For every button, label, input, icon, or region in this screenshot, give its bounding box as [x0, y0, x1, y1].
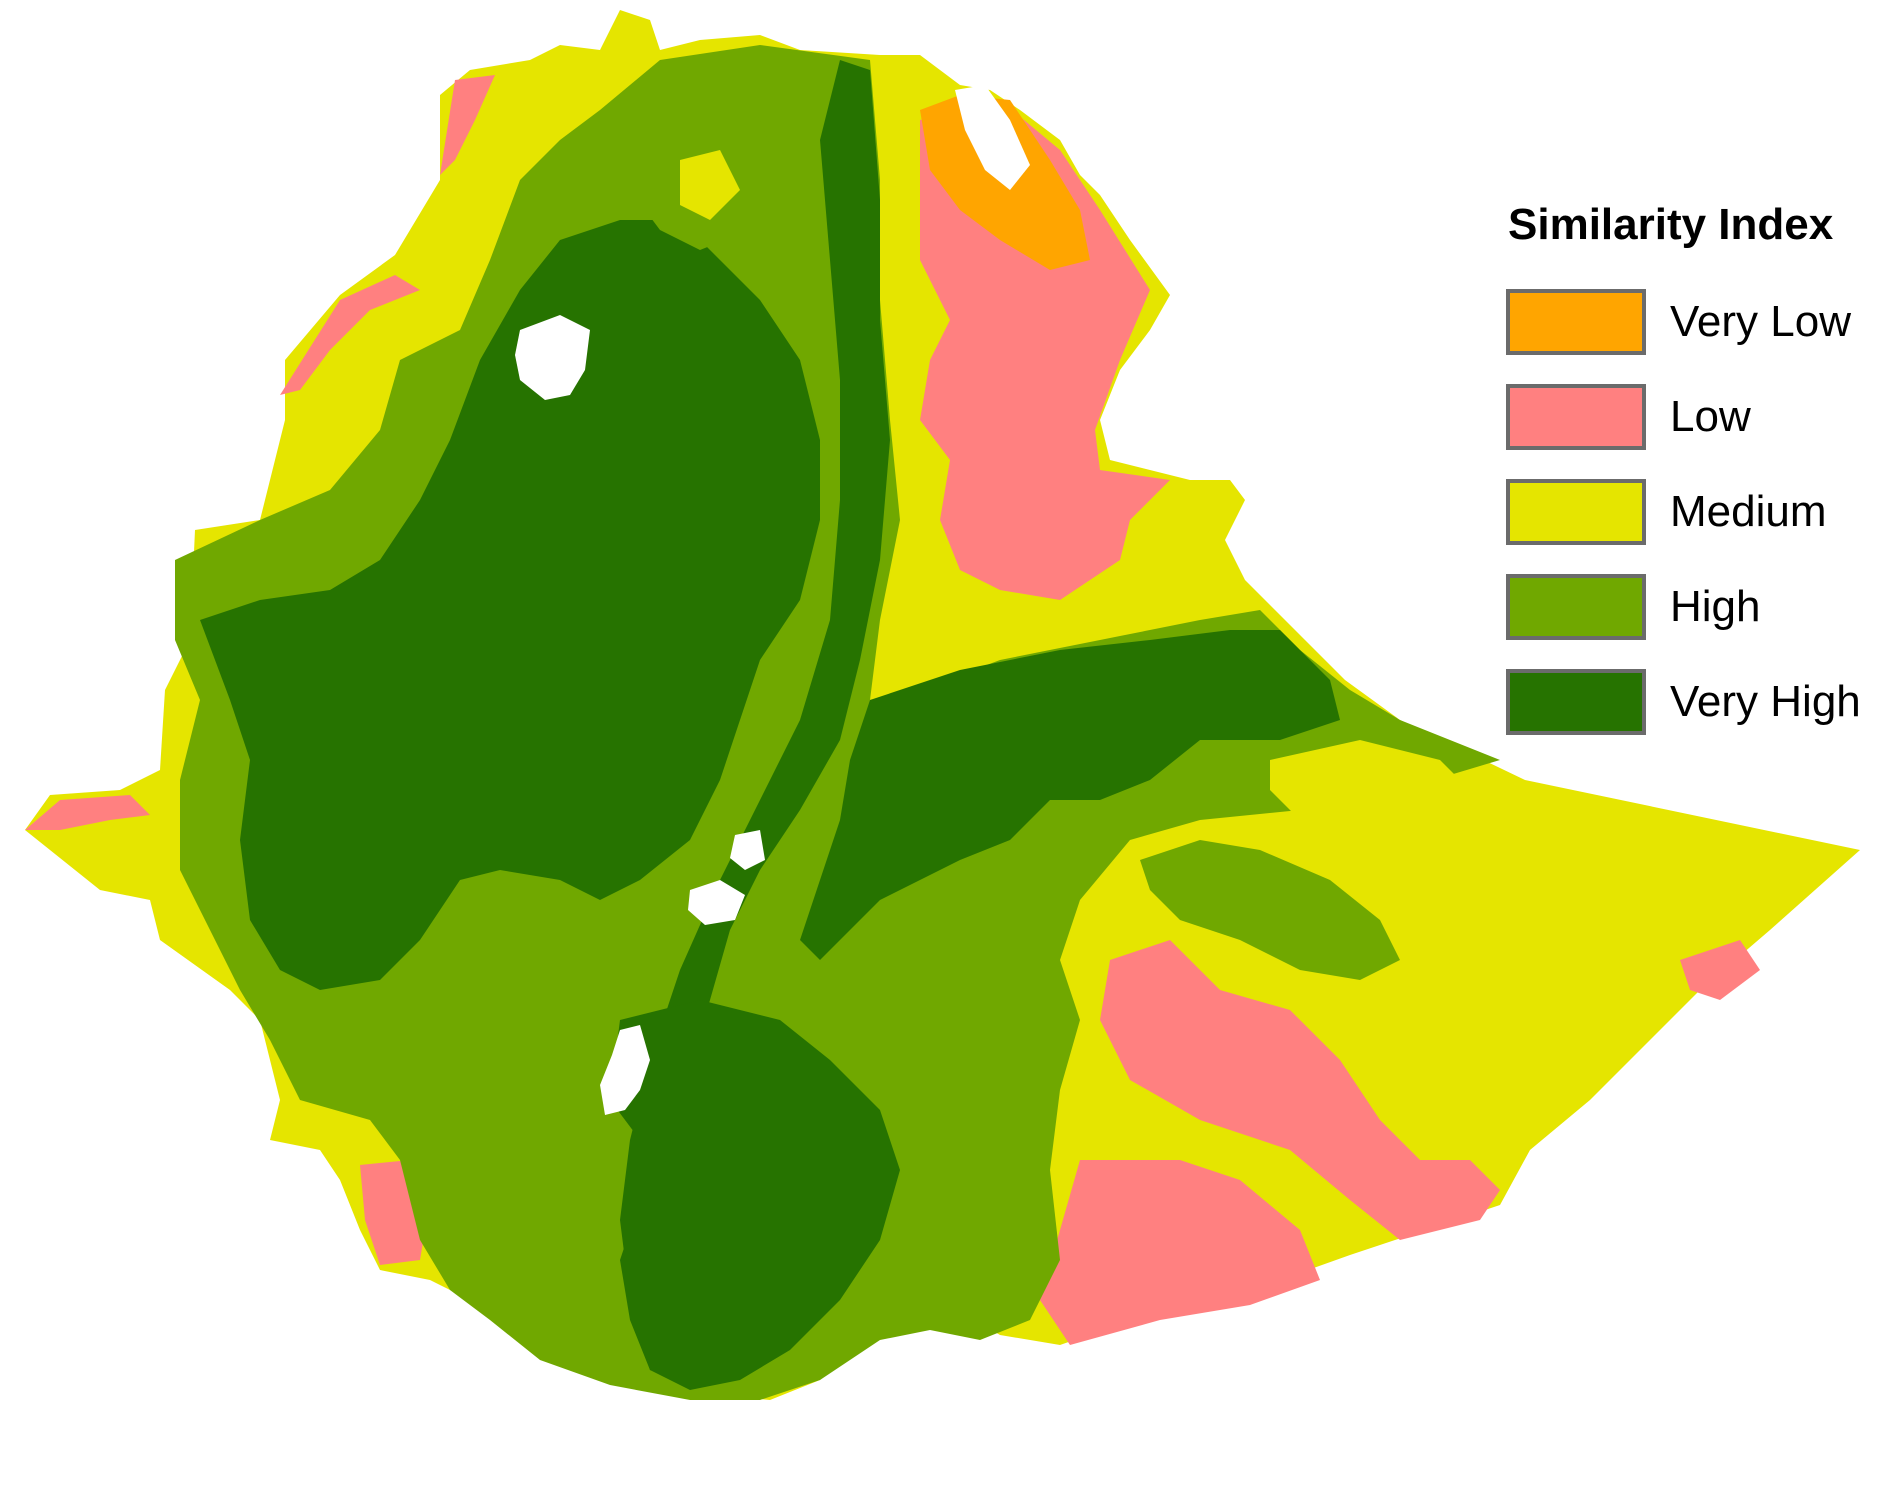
legend-label-medium: Medium [1670, 486, 1827, 536]
legend-swatch-low [1506, 383, 1646, 450]
low-patch-south-center [1040, 1160, 1320, 1345]
legend-item-high: High [1500, 559, 1880, 654]
very-high-region-south [610, 1000, 900, 1390]
legend-label-low: Low [1670, 391, 1751, 441]
medium-patch-southeast [1270, 740, 1480, 860]
no-data-lake-rift-1 [730, 830, 765, 870]
legend-label-very-low: Very Low [1670, 296, 1851, 346]
very-high-region-west [200, 220, 820, 990]
very-high-region-east [800, 630, 1340, 960]
no-data-lake-tana [515, 315, 590, 400]
legend-swatch-very-low [1506, 288, 1646, 355]
legend-item-very-high: Very High [1500, 654, 1880, 749]
legend: Similarity Index Very Low Low Medium Hig… [1500, 200, 1880, 749]
no-data-lake-rift-3 [600, 1025, 650, 1115]
legend-swatch-medium [1506, 478, 1646, 545]
no-data-lake-rift-2 [688, 880, 745, 925]
legend-title: Similarity Index [1508, 200, 1834, 249]
legend-swatch-high [1506, 573, 1646, 640]
legend-item-medium: Medium [1500, 464, 1880, 559]
legend-swatch-very-high [1506, 668, 1646, 735]
low-patch-southeast [1100, 940, 1500, 1240]
legend-label-very-high: Very High [1670, 676, 1861, 726]
low-patch-northwest [440, 75, 495, 175]
medium-patch-north [680, 150, 740, 220]
high-patch-east-valley [1140, 840, 1400, 980]
low-patch-far-west [25, 795, 150, 830]
no-data-salt-flat [955, 85, 1030, 190]
legend-item-very-low: Very Low [1500, 274, 1880, 369]
legend-label-high: High [1670, 581, 1761, 631]
low-patch-east-tip [1680, 940, 1760, 1000]
legend-item-low: Low [1500, 369, 1880, 464]
low-patch-west [280, 275, 420, 395]
